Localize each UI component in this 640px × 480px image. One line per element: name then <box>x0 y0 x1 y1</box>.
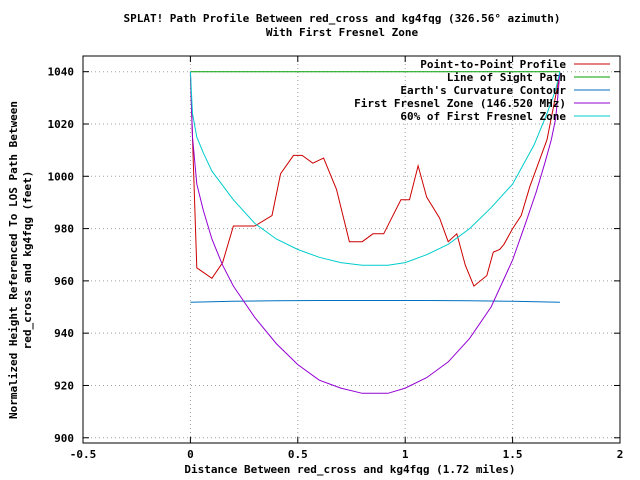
legend-label-60-of-first-fresnel-zone: 60% of First Fresnel Zone <box>400 110 566 123</box>
series-line-first-fresnel-zone-146-520-mhz <box>189 71 561 394</box>
x-tick-label: 2 <box>617 448 624 461</box>
axis-ticks: -0.5 0 0.5 1 1.5 2 900 920 940 960 980 1000 1020 1040 <box>48 56 624 461</box>
y-axis-label-line1: Normalized Height Referenced To LOS Path… <box>7 101 20 419</box>
series-line-earth-s-curvature-contour <box>190 300 560 303</box>
legend-label-first-fresnel-zone-146-520-mhz: First Fresnel Zone (146.520 MHz) <box>354 97 566 110</box>
legend-label-point-to-point-profile: Point-to-Point Profile <box>420 58 566 71</box>
legend-label-earth-s-curvature-contour: Earth's Curvature Contour <box>400 84 566 97</box>
y-tick-label: 940 <box>54 327 74 340</box>
x-tick-label: 1.5 <box>503 448 523 461</box>
legend-label-line-of-sight-path: Line of Sight Path <box>447 71 566 84</box>
x-tick-label: 0.5 <box>288 448 308 461</box>
y-tick-label: 960 <box>54 275 74 288</box>
y-axis-label-line2: red_cross and kg4fqg (feet) <box>21 171 34 350</box>
series-line-point-to-point-profile <box>189 74 561 287</box>
x-tick-label: 1 <box>402 448 409 461</box>
series-line-60-of-first-fresnel-zone <box>189 71 561 266</box>
grid-lines <box>83 56 620 443</box>
x-tick-label: 0 <box>187 448 194 461</box>
y-tick-label: 1020 <box>48 118 75 131</box>
x-axis-label: Distance Between red_cross and kg4fqg (1… <box>184 463 515 476</box>
series-lines <box>189 71 561 394</box>
chart-title-line1: SPLAT! Path Profile Between red_cross an… <box>123 12 560 25</box>
y-tick-label: 980 <box>54 223 74 236</box>
chart-title-line2: With First Fresnel Zone <box>266 26 419 39</box>
y-tick-label: 1000 <box>48 170 75 183</box>
x-tick-label: -0.5 <box>70 448 97 461</box>
y-tick-label: 900 <box>54 432 74 445</box>
y-tick-label: 920 <box>54 379 74 392</box>
plot-border <box>82 55 621 444</box>
y-tick-label: 1040 <box>48 66 75 79</box>
